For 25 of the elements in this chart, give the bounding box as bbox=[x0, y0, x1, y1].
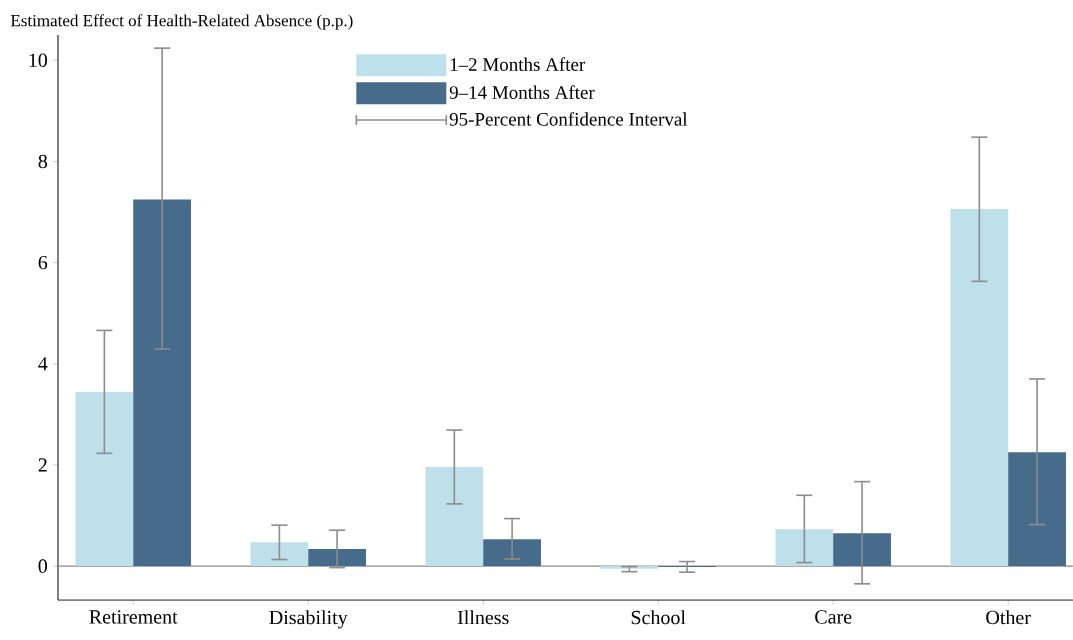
x-tick-label: Retirement bbox=[89, 610, 178, 624]
x-tick-label: Disability bbox=[269, 610, 348, 629]
bar bbox=[425, 466, 484, 567]
bar bbox=[483, 539, 541, 567]
y-tick-label: 6 bbox=[38, 255, 48, 270]
y-tick-label: 4 bbox=[38, 357, 48, 371]
annotation: 95-Percent Confidence Interval bbox=[449, 112, 688, 126]
bar bbox=[133, 199, 191, 567]
x-tick-label: Other bbox=[986, 610, 1031, 625]
bar bbox=[308, 548, 366, 567]
bar bbox=[600, 566, 659, 569]
bar bbox=[950, 209, 1009, 567]
x-tick-label: School bbox=[631, 610, 686, 625]
y-tick-label: 2 bbox=[38, 458, 47, 472]
y-axis-title: Estimated Effect of Health-Related Absence (p.p.) bbox=[10, 14, 353, 30]
y-tick-label: 0 bbox=[38, 559, 48, 573]
x-tick-label: Illness bbox=[457, 610, 509, 625]
y-tick-label: 8 bbox=[38, 154, 48, 169]
bar bbox=[250, 542, 309, 567]
bar bbox=[75, 392, 134, 567]
legend-label: 9–14 Months After bbox=[449, 85, 595, 99]
bar bbox=[833, 533, 891, 567]
x-tick-label: Care bbox=[815, 610, 852, 624]
legend-label: 1–2 Months After bbox=[450, 57, 586, 71]
y-tick-label: 10 bbox=[29, 53, 48, 68]
